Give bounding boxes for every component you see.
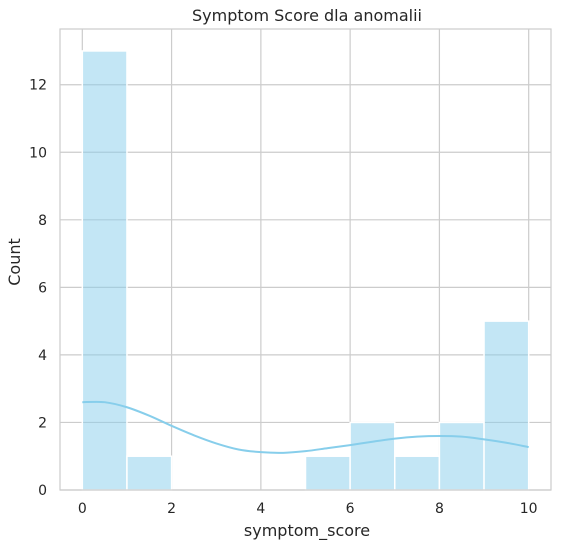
x-tick-label-5: 10 [520, 501, 538, 517]
histogram-bar-8 [438, 421, 485, 491]
y-tick-label-6: 12 [29, 78, 47, 94]
x-tick-label-4: 8 [435, 501, 444, 517]
x-tick-label-3: 6 [346, 501, 355, 517]
histogram-bar-7 [394, 455, 441, 491]
histogram-bar-0 [81, 50, 128, 491]
x-tick-label-2: 4 [256, 501, 265, 517]
histogram-bar-9 [483, 320, 530, 491]
x-tick-label-1: 2 [167, 501, 176, 517]
y-tick-label-0: 0 [38, 483, 47, 499]
y-tick-label-1: 2 [38, 415, 47, 431]
x-tick-label-0: 0 [78, 501, 87, 517]
chart-title: Symptom Score dla anomalii [192, 6, 422, 25]
x-axis-label: symptom_score [244, 521, 370, 541]
histogram-bar-5 [304, 455, 351, 491]
y-tick-label-3: 6 [38, 280, 47, 296]
plot-frame [59, 28, 552, 491]
x-tick-labels: 0 2 4 6 8 10 [78, 501, 538, 517]
kde-curve [82, 400, 529, 454]
histogram-bars [81, 50, 530, 491]
y-tick-label-2: 4 [38, 348, 47, 364]
y-tick-labels: 0 2 4 6 8 10 12 [29, 78, 47, 499]
histogram-bar-1 [126, 455, 173, 491]
y-tick-label-5: 10 [29, 145, 47, 161]
y-axis-label: Count [5, 238, 24, 286]
kde-curve-layer [82, 400, 529, 454]
grid [60, 29, 551, 491]
y-tick-label-4: 8 [38, 213, 47, 229]
histogram-bar-6 [349, 421, 396, 491]
